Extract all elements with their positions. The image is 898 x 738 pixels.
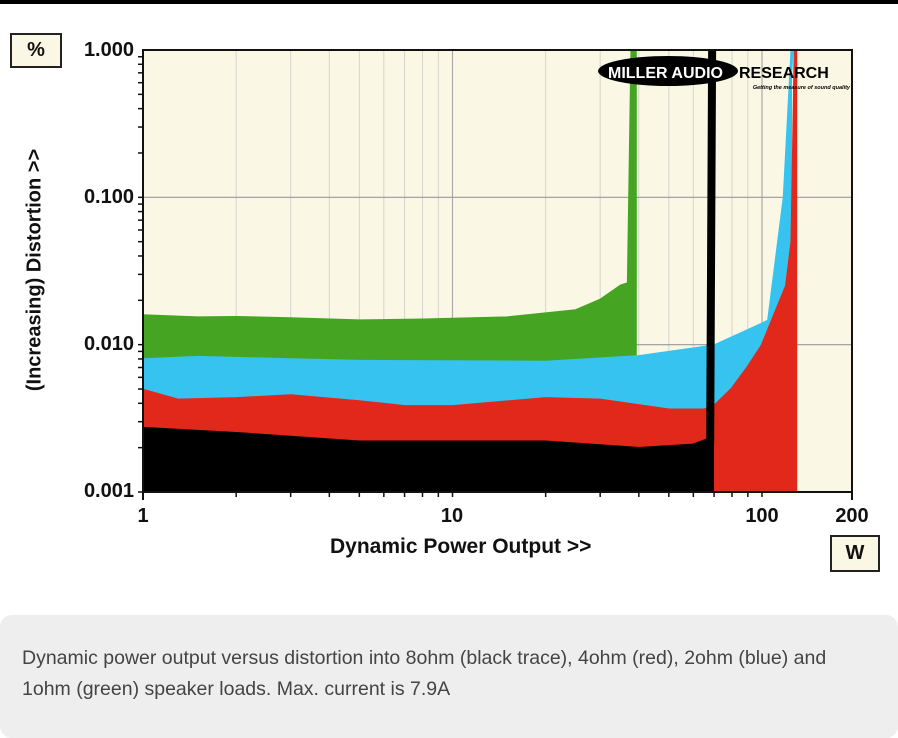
logo-tagline: Getting the measure of sound quality [753,85,851,91]
x-tick-label: 1 [137,505,149,527]
chart-plot: MILLER AUDIO RESEARCH Getting the measure … [138,49,853,500]
x-tick-label: 200 [835,505,869,527]
top-bar [0,0,898,4]
logo-text-research: RESEARCH [739,65,829,82]
y-unit-box: % [10,33,62,68]
plot-frame [142,49,853,493]
series-line-2ohm [142,49,794,364]
figure-caption: Dynamic power output versus distortion i… [0,615,898,738]
series-line-1ohm [142,49,634,323]
logo-ellipse [598,56,738,86]
x-tick-label: 100 [745,505,779,527]
series-area-2ohm [143,50,792,492]
series-line-8ohm [142,49,717,455]
x-axis-label: Dynamic Power Output >> [330,535,592,558]
logo-text: MILLER AUDIO [608,65,723,82]
x-unit-box: W [830,535,880,572]
x-tick-label: 10 [440,505,464,527]
series-line-4ohm [142,49,797,412]
series-area-8ohm [143,50,715,492]
y-tick-label: 1.000 [83,39,134,61]
y-tick-label: 0.010 [83,333,134,355]
y-tick-label: 0.100 [83,186,134,208]
y-tick-label: 0.001 [83,480,134,502]
